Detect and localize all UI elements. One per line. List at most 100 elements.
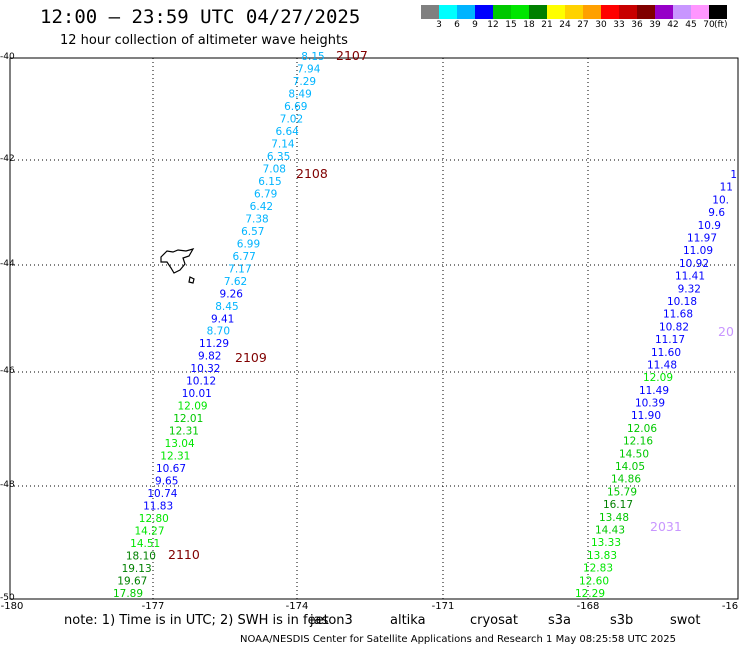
wave-height-value: 9.26 — [220, 288, 244, 300]
legend-label: 21 — [541, 20, 553, 30]
wave-height-value: 10.74 — [147, 488, 177, 500]
legend-label: 15 — [505, 20, 517, 30]
lon-tick: -177 — [141, 601, 165, 612]
legend-swatch — [583, 5, 601, 19]
wave-height-value: 7.94 — [297, 63, 321, 75]
wave-height-value: 10.39 — [635, 398, 665, 410]
wave-height-value: 8.49 — [288, 88, 311, 100]
legend-swatch — [547, 5, 565, 19]
legend-label: 33 — [613, 20, 625, 30]
color-legend-labels: 3 6 9 12 15 18 21 24 27 30 33 36 39 42 45 70 — [421, 20, 718, 30]
wave-height-value: 10.01 — [182, 388, 212, 400]
wave-height-value: 11.68 — [663, 309, 693, 321]
wave-height-value: 12.83 — [583, 563, 613, 575]
lon-tick: -171 — [431, 601, 455, 612]
wave-height-value: 12.31 — [160, 451, 190, 463]
legend-label: 70 — [703, 20, 715, 30]
wave-height-value: 12.31 — [169, 426, 199, 438]
legend-swatch — [601, 5, 619, 19]
wave-height-value: 10. — [712, 194, 729, 206]
pass-time-label: 20 — [718, 324, 734, 339]
wave-height-value: 6.15 — [258, 176, 281, 188]
satellite-label-s3b: s3b — [610, 613, 634, 628]
legend-label: 24 — [559, 20, 571, 30]
wave-height-value: 14.27 — [134, 526, 164, 538]
wave-height-value: 16.17 — [603, 499, 633, 511]
wave-height-value: 6.35 — [267, 151, 290, 163]
legend-swatch — [673, 5, 691, 19]
wave-height-value: 15.79 — [607, 486, 637, 498]
wave-height-value: 10.32 — [190, 363, 220, 375]
wave-height-value: 1 — [730, 169, 737, 181]
grid-lines — [10, 58, 738, 599]
wave-height-value: 7.38 — [245, 213, 268, 225]
wave-height-value: 11.29 — [199, 338, 229, 350]
legend-swatch — [421, 5, 439, 19]
legend-swatch — [493, 5, 511, 19]
pass-time-label: 2108 — [296, 166, 328, 181]
satellite-label-cryosat: cryosat — [470, 613, 518, 628]
legend-label: 30 — [595, 20, 607, 30]
legend-label: 39 — [649, 20, 661, 30]
pass-time-label: 2110 — [168, 547, 200, 562]
wave-height-value: 10.82 — [659, 321, 689, 333]
note-text: note: 1) Time is in UTC; 2) SWH is in fe… — [64, 613, 329, 628]
lon-tick: -174 — [285, 601, 309, 612]
satellite-label-s3a: s3a — [548, 613, 572, 628]
legend-label: 27 — [577, 20, 589, 30]
wave-height-value: 7.02 — [280, 113, 303, 125]
footer-credit: NOAA/NESDIS Center for Satellite Applica… — [240, 634, 676, 645]
legend-swatch — [565, 5, 583, 19]
wave-height-value: 11.90 — [631, 410, 661, 422]
wave-height-value: 11.17 — [655, 334, 685, 346]
wave-height-value: 7.62 — [224, 276, 247, 288]
wave-height-value: 7.29 — [293, 76, 316, 88]
wave-height-value: 18.10 — [126, 551, 156, 563]
wave-height-value: 11.49 — [639, 385, 669, 397]
wave-height-value: 14.50 — [619, 448, 649, 460]
color-legend — [421, 5, 727, 19]
legend-swatch — [655, 5, 673, 19]
wave-height-value: 14.43 — [595, 525, 625, 537]
legend-swatch — [457, 5, 475, 19]
wave-height-value: 13.04 — [165, 438, 195, 450]
wave-height-value: 7.08 — [263, 163, 286, 175]
pass-time-label: 2031 — [650, 519, 682, 534]
wave-height-value: 13.83 — [587, 550, 617, 562]
lat-tick: -50 — [0, 593, 15, 603]
wave-height-value: 10.12 — [186, 376, 216, 388]
wave-height-value: 17.89 — [113, 588, 143, 600]
wave-height-value: 12.01 — [173, 413, 203, 425]
legend-swatch — [529, 5, 547, 19]
legend-swatch — [475, 5, 493, 19]
legend-swatch — [511, 5, 529, 19]
wave-height-value: 11.60 — [651, 347, 681, 359]
satellite-label-swot: swot — [670, 613, 701, 628]
wave-height-value: 12.29 — [575, 588, 605, 600]
wave-height-value: 6.64 — [275, 126, 299, 138]
wave-height-value: 6.42 — [250, 201, 273, 213]
wave-height-value: 9.41 — [211, 313, 234, 325]
legend-label: 12 — [487, 20, 499, 30]
wave-height-value: 9.6 — [708, 207, 725, 219]
legend-label: 3 — [436, 20, 442, 30]
satellite-label-jason3: jason3 — [310, 613, 353, 628]
wave-height-value: 11.97 — [687, 232, 717, 244]
lat-tick: -40 — [0, 52, 15, 62]
pass-time-label: 2109 — [235, 350, 267, 365]
wave-height-value: 12.09 — [178, 401, 208, 413]
island-outline — [160, 248, 195, 284]
wave-height-value: 6.69 — [284, 101, 307, 113]
wave-height-value: 9.82 — [198, 351, 221, 363]
wave-height-value: 7.14 — [271, 138, 295, 150]
legend-label: 18 — [523, 20, 535, 30]
wave-height-value: 8.15 — [301, 51, 324, 63]
lon-tick: -16 — [721, 601, 739, 612]
wave-height-value: 7.17 — [228, 263, 251, 275]
wave-height-value: 12.16 — [623, 436, 653, 448]
wave-height-value: 8.70 — [207, 326, 230, 338]
wave-height-value: 9.65 — [155, 476, 178, 488]
lat-tick: -44 — [0, 259, 15, 269]
wave-height-value: 8.45 — [215, 301, 238, 313]
wave-height-value: 6.77 — [232, 251, 255, 263]
